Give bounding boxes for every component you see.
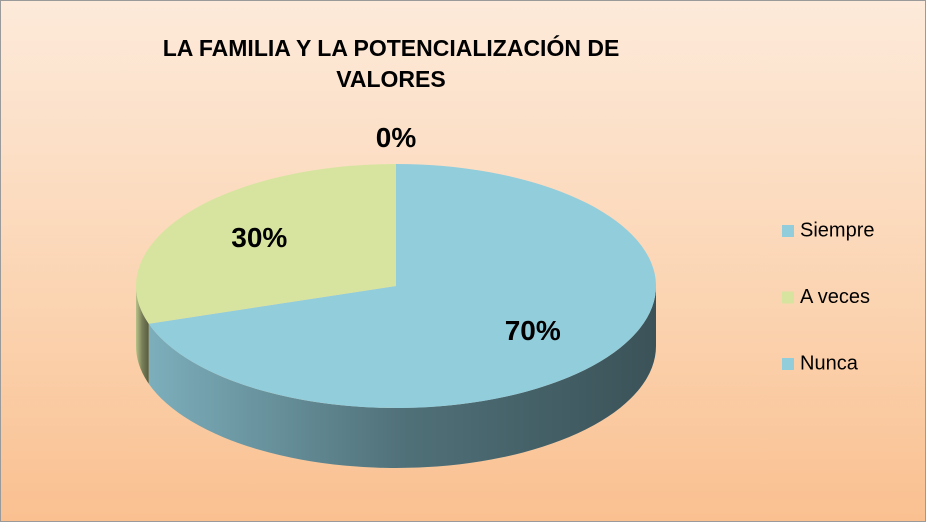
data-label: 70% (505, 315, 561, 346)
data-label: 0% (376, 122, 417, 153)
slice (135, 164, 396, 324)
legend-label: A veces (800, 286, 870, 308)
legend-label: Nunca (800, 352, 859, 374)
legend-swatch (782, 225, 794, 237)
chart-title: LA FAMILIA Y LA POTENCIALIZACIÓN DE VALO… (162, 35, 620, 92)
legend-swatch (782, 291, 794, 304)
legend-label: Siempre (800, 219, 874, 241)
slice (148, 164, 656, 408)
data-label: 30% (231, 222, 287, 253)
legend-swatch (782, 358, 794, 370)
slice-side-shade (148, 286, 656, 468)
slice-side-shade (136, 286, 149, 384)
